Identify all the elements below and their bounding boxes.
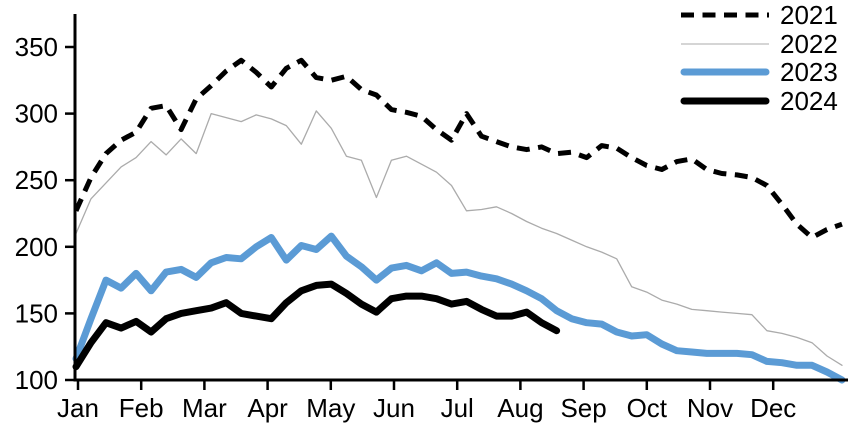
- x-tick-label: Oct: [627, 393, 668, 423]
- y-tick-label: 150: [15, 298, 58, 328]
- axes: [73, 14, 848, 382]
- x-tick-label: Dec: [750, 393, 796, 423]
- legend-label: 2021: [780, 0, 838, 31]
- legend-item: 2023: [679, 58, 842, 87]
- y-tick-label: 100: [15, 365, 58, 395]
- legend-item: 2021: [679, 1, 842, 30]
- y-tick-label: 250: [15, 165, 58, 195]
- x-tick-label: Jun: [373, 393, 415, 423]
- x-tick-label: Sep: [560, 393, 606, 423]
- legend-label: 2024: [780, 85, 838, 116]
- x-tick-label: May: [306, 393, 355, 423]
- y-tick-label: 350: [15, 32, 58, 62]
- x-tick-label: Mar: [182, 393, 227, 423]
- series-line-2021: [73, 57, 843, 240]
- chart-legend: 2021 2022 2023 2024: [679, 1, 842, 115]
- plot-lines: [72, 57, 846, 384]
- x-tick-label: Apr: [247, 393, 288, 423]
- x-tick-label: Jan: [57, 393, 99, 423]
- x-tick-label: Nov: [687, 393, 733, 423]
- x-tick-label: Jul: [441, 393, 474, 423]
- y-tick-label: 200: [15, 232, 58, 262]
- legend-label: 2022: [780, 28, 838, 59]
- x-tick-label: Aug: [497, 393, 543, 423]
- tick-labels: 100 150 200 250 300 350 Jan Feb Mar Apr May Jun Jul A…: [15, 32, 797, 423]
- series-line-2022: [75, 110, 843, 366]
- legend-label: 2023: [780, 57, 838, 88]
- y-tick-label: 300: [15, 99, 58, 129]
- blue-line-icon: [680, 68, 770, 76]
- legend-item: 2024: [679, 87, 842, 116]
- series-line-2023: [72, 232, 846, 384]
- black-line-icon: [680, 97, 770, 105]
- x-tick-label: Feb: [119, 393, 164, 423]
- thin-line-icon: [681, 43, 769, 45]
- series-line-2024: [72, 280, 561, 371]
- dashed-line-icon: [681, 12, 769, 18]
- legend-item: 2022: [679, 30, 842, 59]
